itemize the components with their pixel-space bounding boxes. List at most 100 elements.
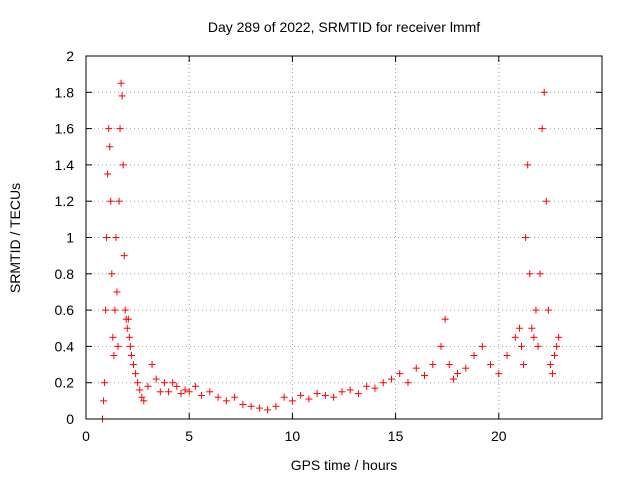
data-point xyxy=(125,333,133,341)
data-point xyxy=(101,379,109,387)
data-point xyxy=(134,379,142,387)
y-tick-label: 0.6 xyxy=(55,302,75,318)
data-point xyxy=(100,397,108,405)
data-point xyxy=(144,382,152,390)
x-tick-label: 10 xyxy=(285,428,301,444)
data-point xyxy=(542,197,550,205)
data-point xyxy=(313,390,321,398)
data-point xyxy=(305,395,313,403)
data-point xyxy=(522,234,530,241)
data-point xyxy=(173,382,181,390)
grid-layer xyxy=(86,56,602,419)
data-point xyxy=(117,79,125,87)
data-point xyxy=(536,270,544,278)
x-tick-label: 15 xyxy=(388,428,404,444)
data-point xyxy=(404,379,412,387)
data-point xyxy=(124,315,132,323)
x-tick-label: 5 xyxy=(185,428,193,444)
data-point xyxy=(160,379,168,387)
data-point xyxy=(185,388,193,396)
data-point xyxy=(148,361,156,369)
data-point xyxy=(454,370,462,378)
data-point xyxy=(540,88,548,96)
data-point xyxy=(503,351,511,359)
data-point xyxy=(255,404,263,412)
data-point xyxy=(548,370,556,378)
data-point xyxy=(116,125,124,133)
data-point xyxy=(534,342,542,350)
data-point xyxy=(288,397,296,405)
data-point xyxy=(206,388,214,396)
data-point xyxy=(120,252,128,260)
data-point xyxy=(191,382,199,390)
data-point xyxy=(441,315,449,323)
data-point xyxy=(371,384,379,392)
data-point xyxy=(140,397,148,405)
y-axis-label: SRMTID / TECUs xyxy=(7,183,23,293)
data-point xyxy=(429,361,437,369)
data-point xyxy=(115,197,123,205)
data-point xyxy=(449,375,457,383)
data-point xyxy=(470,351,478,359)
data-point xyxy=(396,370,404,378)
data-point xyxy=(280,393,288,401)
data-point xyxy=(177,390,185,398)
data-point xyxy=(264,406,272,414)
data-point xyxy=(152,375,160,383)
data-point xyxy=(181,386,189,394)
data-point xyxy=(105,125,113,133)
data-point xyxy=(515,324,523,332)
x-tick-label: 20 xyxy=(491,428,507,444)
data-point xyxy=(129,361,137,369)
data-points xyxy=(99,79,563,423)
y-tick-label: 1.2 xyxy=(55,193,75,209)
data-point xyxy=(118,92,126,100)
data-point xyxy=(110,351,118,359)
x-axis-label: GPS time / hours xyxy=(291,457,398,473)
data-point xyxy=(231,393,239,401)
data-point xyxy=(169,379,177,387)
data-point xyxy=(544,306,552,314)
data-point xyxy=(555,333,563,341)
data-point xyxy=(103,234,111,241)
data-point xyxy=(165,388,173,396)
data-point xyxy=(247,402,255,410)
y-tick-label: 1 xyxy=(66,230,74,246)
data-point xyxy=(104,170,112,178)
data-point xyxy=(354,390,362,398)
data-point xyxy=(420,371,428,379)
data-point xyxy=(437,342,445,350)
data-point xyxy=(113,288,121,296)
data-point xyxy=(156,388,164,396)
data-point xyxy=(106,143,114,151)
y-tick-label: 2 xyxy=(66,48,74,64)
y-tick-label: 0 xyxy=(66,411,74,427)
data-point xyxy=(487,361,495,369)
data-point xyxy=(338,388,346,396)
data-point xyxy=(553,342,561,350)
data-point xyxy=(121,306,129,314)
data-point xyxy=(126,342,134,350)
data-point xyxy=(112,234,120,241)
data-point xyxy=(297,391,305,399)
data-point xyxy=(495,370,503,378)
data-point xyxy=(478,342,486,350)
data-point xyxy=(136,386,144,394)
data-point xyxy=(108,270,116,278)
data-point xyxy=(532,306,540,314)
data-point xyxy=(123,324,131,332)
data-point xyxy=(330,393,338,401)
x-tick-label: 0 xyxy=(82,428,90,444)
data-point xyxy=(107,197,115,205)
y-tick-label: 0.2 xyxy=(55,375,75,391)
y-tick-label: 1.6 xyxy=(55,121,75,137)
data-point xyxy=(346,386,354,394)
data-point xyxy=(520,361,528,369)
y-tick-label: 0.8 xyxy=(55,266,75,282)
data-point xyxy=(272,402,280,410)
data-point xyxy=(462,364,470,372)
data-point xyxy=(132,370,140,378)
data-point xyxy=(526,270,534,278)
data-point xyxy=(102,306,110,314)
